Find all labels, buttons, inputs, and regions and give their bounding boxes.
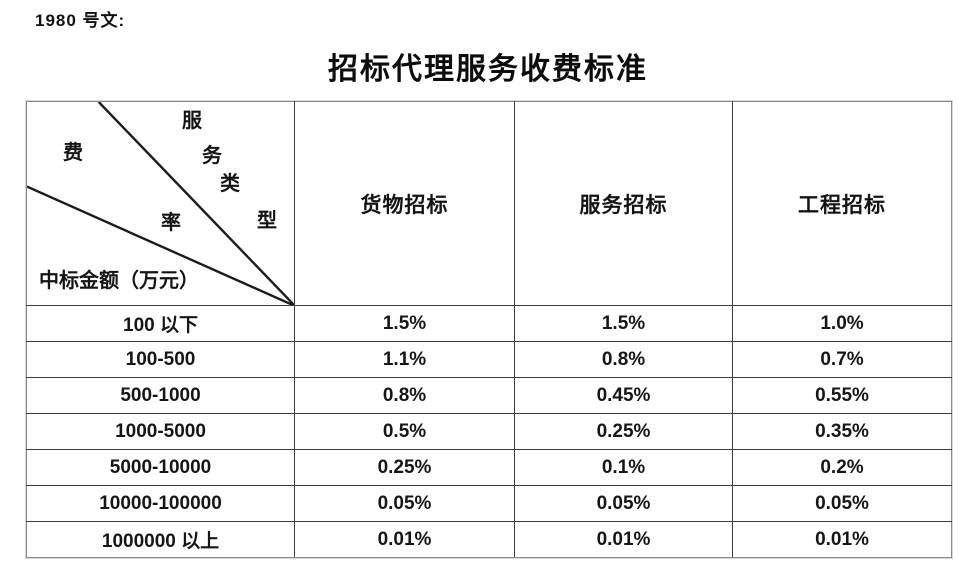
page-title: 招标代理服务收费标准 (328, 53, 648, 86)
rate-cell: 0.05% (732, 485, 952, 522)
document-ref: 1980 号文: (35, 11, 126, 30)
col-header-engineering: 工程招标 (732, 101, 952, 306)
rate-cell: 0.2% (732, 449, 952, 486)
table-row: 100-500 1.1% 0.8% 0.7% (26, 341, 952, 378)
row-axis-label: 中标金额（万元） (39, 270, 199, 292)
amount-cell: 500-1000 (26, 377, 295, 414)
rate-cell: 1.0% (732, 305, 952, 342)
amount-cell: 5000-10000 (26, 449, 295, 486)
table-row: 1000000 以上 0.01% 0.01% 0.01% (26, 521, 952, 558)
rate-cell: 0.01% (294, 521, 515, 558)
col-axis-char: 服 (182, 110, 202, 132)
amount-cell: 10000-100000 (26, 485, 295, 522)
table-header-row: 服 务 类 型 费 率 中标金额（万元） 货物招标 服务招标 工程招标 (26, 101, 952, 306)
rate-cell: 1.5% (514, 305, 733, 342)
rate-cell: 0.05% (294, 485, 515, 522)
amount-cell: 1000000 以上 (26, 521, 295, 558)
col-header-service: 服务招标 (514, 101, 733, 306)
rate-cell: 0.5% (294, 413, 515, 450)
diagonal-line-upper (97, 102, 294, 305)
amount-cell: 1000-5000 (26, 413, 295, 450)
rate-cell: 1.5% (294, 305, 515, 342)
rate-cell: 0.1% (514, 449, 733, 486)
rate-cell: 0.25% (514, 413, 733, 450)
corner-cell: 服 务 类 型 费 率 中标金额（万元） (26, 101, 295, 306)
rate-cell: 0.55% (732, 377, 952, 414)
table-row: 500-1000 0.8% 0.45% 0.55% (26, 377, 952, 414)
table-row: 10000-100000 0.05% 0.05% 0.05% (26, 485, 952, 522)
col-axis-char: 型 (257, 210, 277, 232)
col-axis-char: 务 (202, 145, 222, 167)
amount-cell: 100 以下 (26, 305, 295, 342)
rate-axis-char: 率 (161, 212, 181, 234)
amount-cell: 100-500 (26, 341, 295, 378)
fee-table: 服 务 类 型 费 率 中标金额（万元） 货物招标 服务招标 工程招标 100 … (25, 100, 953, 559)
rate-cell: 0.01% (514, 521, 733, 558)
rate-cell: 0.01% (732, 521, 952, 558)
rate-cell: 0.05% (514, 485, 733, 522)
rate-cell: 0.7% (732, 341, 952, 378)
table-row: 5000-10000 0.25% 0.1% 0.2% (26, 449, 952, 486)
rate-cell: 0.35% (732, 413, 952, 450)
rate-cell: 0.8% (294, 377, 515, 414)
rate-cell: 0.45% (514, 377, 733, 414)
rate-cell: 0.8% (514, 341, 733, 378)
rate-cell: 1.1% (294, 341, 515, 378)
col-header-goods: 货物招标 (294, 101, 515, 306)
diagonal-lines (27, 102, 294, 305)
diagonal-line-lower (27, 185, 294, 305)
col-axis-char: 类 (220, 173, 240, 195)
table-row: 1000-5000 0.5% 0.25% 0.35% (26, 413, 952, 450)
rate-axis-char: 费 (63, 142, 83, 164)
table-row: 100 以下 1.5% 1.5% 1.0% (26, 305, 952, 342)
rate-cell: 0.25% (294, 449, 515, 486)
